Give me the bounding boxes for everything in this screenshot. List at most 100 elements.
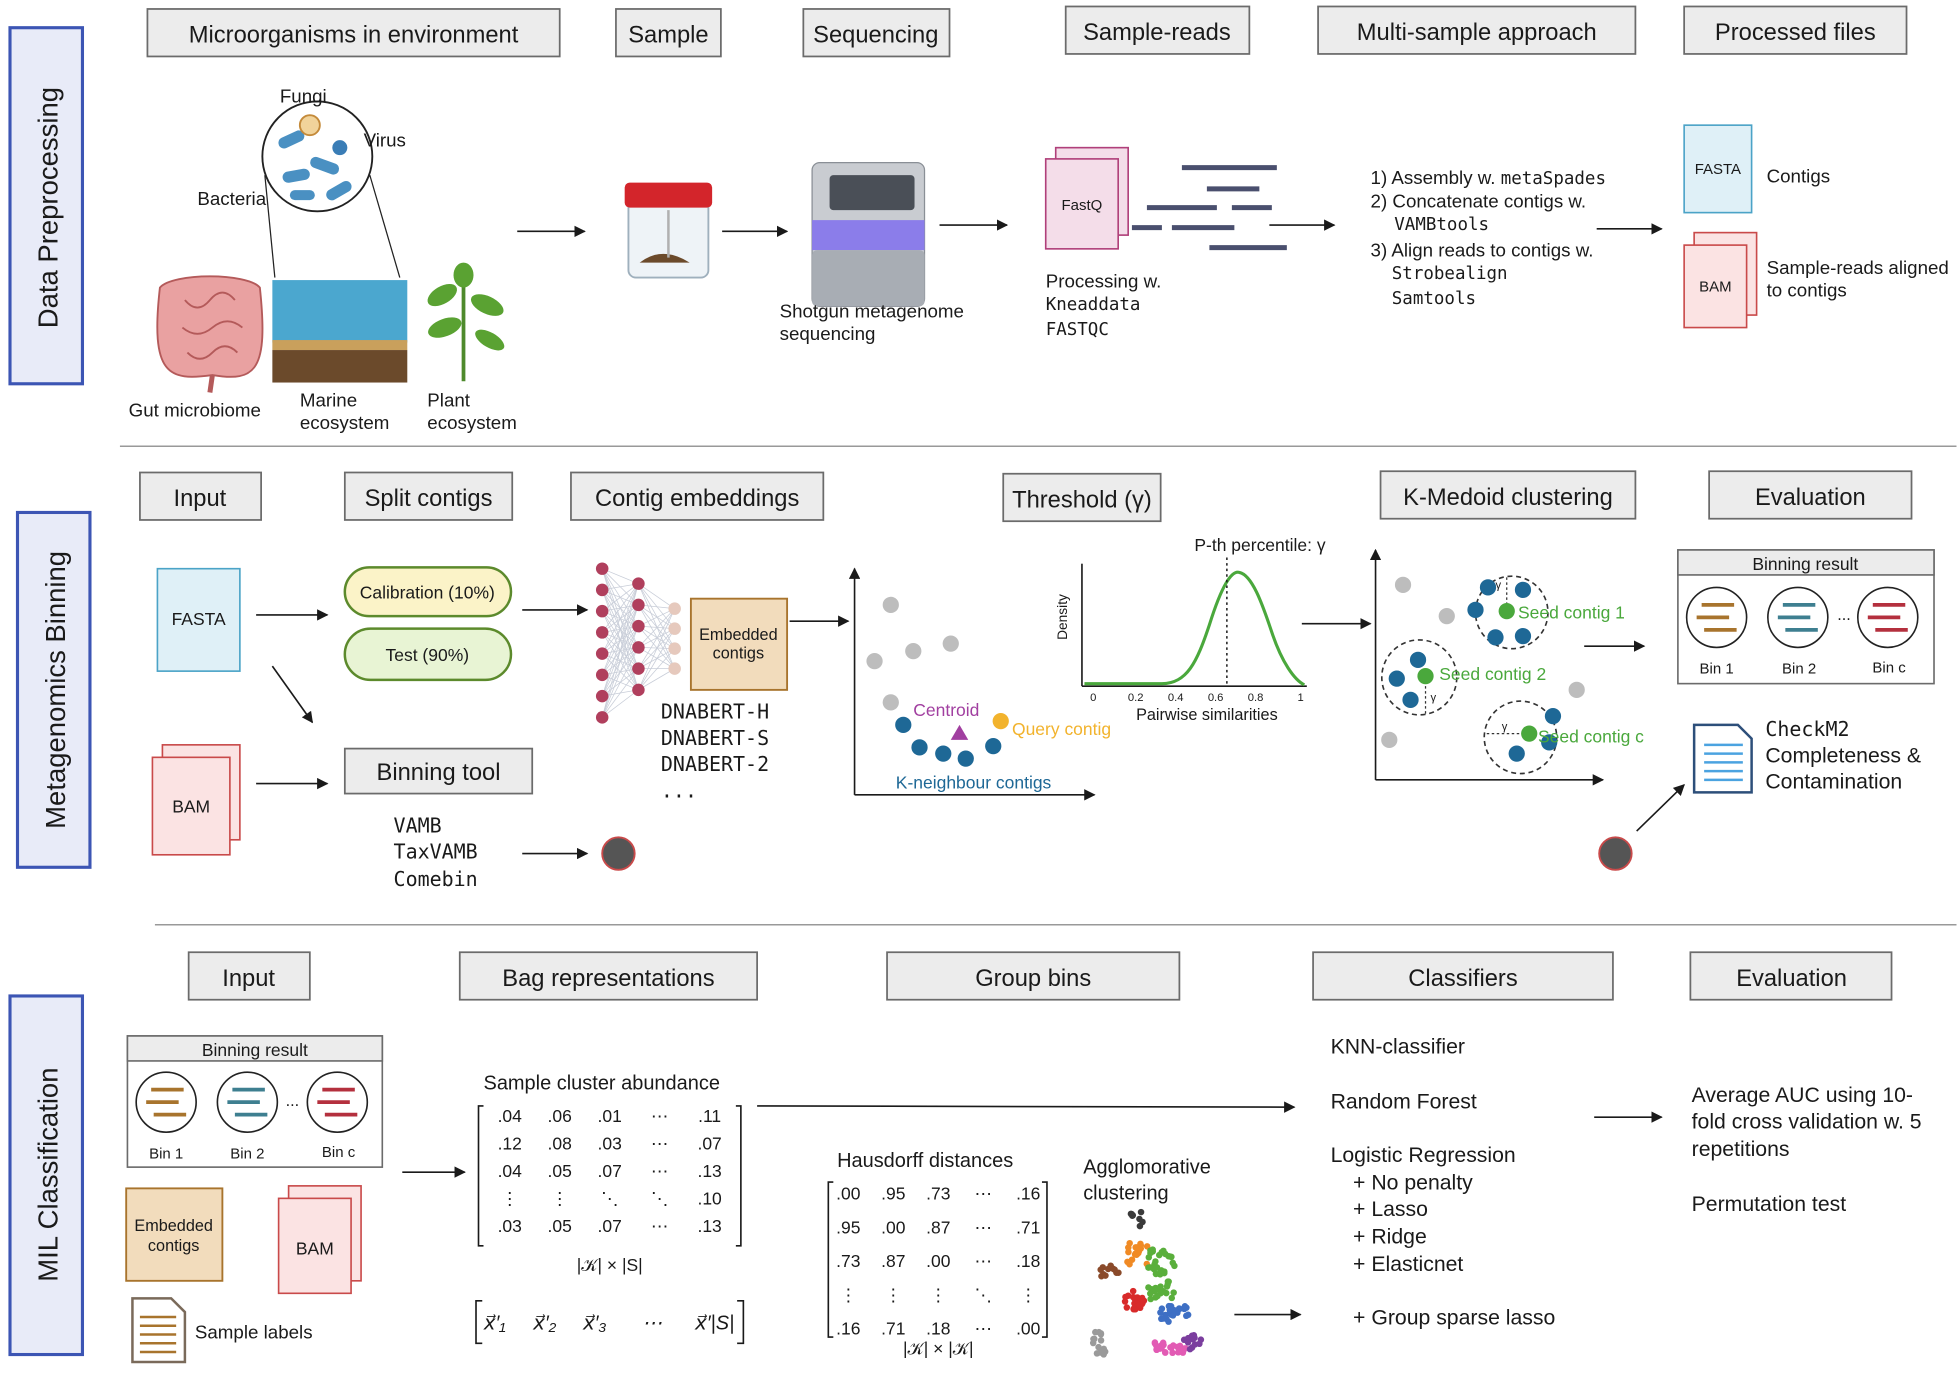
- density-tick-3: 0.6: [1208, 692, 1224, 704]
- section-label-binning: Metagenomics Binning: [15, 510, 92, 869]
- matrix-cell: ⋯: [975, 1319, 992, 1339]
- header-split-contigs: Split contigs: [343, 471, 514, 521]
- abundance-title: Sample cluster abundance: [484, 1073, 720, 1095]
- sample-labels-label: Sample labels: [195, 1321, 313, 1342]
- bag-vector-entry: ⋯: [642, 1313, 662, 1335]
- svg-text:Input: Input: [174, 486, 227, 512]
- matrix-cell: ⋯: [651, 1161, 668, 1181]
- cluster-point: [1154, 1292, 1161, 1300]
- cluster-point: [1147, 1249, 1154, 1257]
- network-node: [595, 668, 609, 682]
- virus-label: Virus: [364, 129, 406, 150]
- binning-tool-box: Binning tool: [343, 747, 534, 795]
- matrix-cell: .11: [698, 1106, 721, 1126]
- gamma-label: γ: [1495, 580, 1501, 592]
- test-group: Test (90%): [343, 627, 513, 682]
- connector-node: [601, 836, 636, 871]
- embedded-contigs-box: Embedded contigs: [125, 1187, 224, 1282]
- tool-taxvamb: TaxVAMB: [394, 840, 478, 864]
- matrix-cell: ⋮: [840, 1285, 857, 1305]
- percentile-label: P-th percentile: γ: [1194, 535, 1325, 555]
- matrix-cell: .07: [598, 1161, 622, 1181]
- embedding-scatter: [848, 567, 1096, 801]
- fasta-file-icon: [156, 567, 241, 672]
- cluster-point: [1191, 1341, 1199, 1348]
- sequencing-label-2: sequencing: [780, 323, 876, 344]
- network-edge: [638, 604, 675, 669]
- gut-icon: [156, 275, 264, 393]
- header-group-bins: Group bins: [886, 951, 1181, 1001]
- network-node: [632, 662, 645, 675]
- matrix-cell: .95: [881, 1184, 905, 1204]
- network-edge: [638, 625, 675, 669]
- svg-text:contigs: contigs: [148, 1237, 199, 1255]
- cluster-point: [1166, 1306, 1174, 1314]
- cluster-point: [1097, 1330, 1105, 1337]
- network-node: [668, 622, 681, 635]
- multi-step-2: 2) Concatenate contigs w.: [1371, 191, 1587, 212]
- network-node: [595, 583, 609, 597]
- tool-vamb: VAMB: [394, 813, 442, 837]
- network-edge: [638, 583, 675, 629]
- svg-text:contigs: contigs: [713, 645, 764, 663]
- cluster-point: [1161, 1349, 1169, 1356]
- bag-vector-entry: x⃗′₃: [582, 1313, 607, 1335]
- matrix-cell: ⋯: [651, 1134, 668, 1154]
- cluster-point: [1156, 1251, 1163, 1259]
- abundance-dimension: |𝒦| × |S|: [577, 1255, 643, 1275]
- matrix-cell: ⋯: [651, 1216, 668, 1236]
- bacteria-label: Bacteria: [197, 188, 266, 209]
- cluster-scatter: [1089, 1208, 1205, 1358]
- bam-label: BAM: [1699, 278, 1731, 295]
- network-edge: [638, 608, 675, 627]
- network-node: [595, 604, 609, 618]
- cluster-point: [1122, 1293, 1129, 1301]
- matrix-cell: .16: [836, 1319, 860, 1339]
- svg-text:Threshold (γ): Threshold (γ): [1012, 487, 1152, 513]
- microbe-magnifier-icon: [261, 100, 401, 278]
- binning-result-title: Binning result: [202, 1040, 308, 1060]
- classifier-logistic: Logistic Regression: [1331, 1144, 1516, 1167]
- cluster-point: [1113, 1269, 1120, 1276]
- cluster-point: [1092, 1328, 1099, 1336]
- matrix-cell: .18: [926, 1319, 950, 1339]
- cluster-point: [1137, 1245, 1145, 1252]
- marine-icon: [272, 280, 408, 383]
- network-edge: [638, 583, 675, 609]
- svg-text:Calibration (10%): Calibration (10%): [360, 583, 495, 603]
- matrix-cell: ⋱: [601, 1189, 618, 1209]
- network-edge: [638, 668, 675, 691]
- samtools-label: Samtools: [1392, 289, 1476, 309]
- svg-text:Group bins: Group bins: [975, 966, 1091, 992]
- network-edge: [638, 583, 675, 649]
- cluster-point: [1093, 1350, 1101, 1357]
- cluster-point: [1090, 1335, 1097, 1343]
- cluster-point: [1126, 1239, 1133, 1247]
- network-node: [632, 683, 645, 697]
- cluster-point: [1162, 1250, 1169, 1258]
- cluster-point: [1136, 1222, 1144, 1230]
- model-more: ...: [661, 778, 697, 802]
- network-node: [595, 647, 609, 660]
- bag-vector-entry: x⃗′|S|: [694, 1313, 734, 1335]
- fastq-file-icon: [1044, 146, 1129, 250]
- svg-text:Classifiers: Classifiers: [1408, 966, 1517, 992]
- query-contig-label: Query contig: [1012, 719, 1111, 739]
- network-edge: [638, 604, 675, 629]
- network-node: [595, 626, 609, 639]
- network-node: [595, 689, 609, 703]
- network-edge: [601, 647, 639, 718]
- matrix-cell: .10: [697, 1189, 722, 1209]
- cluster-point: [1123, 1304, 1131, 1311]
- svg-text:Evaluation: Evaluation: [1755, 485, 1866, 511]
- matrix-cell: ⋯: [975, 1217, 992, 1237]
- svg-text:Bag representations: Bag representations: [502, 966, 714, 992]
- aligned-label-2: to contigs: [1767, 279, 1847, 300]
- network-edge: [638, 625, 675, 649]
- bag-vector-entry: x⃗′₁: [483, 1313, 506, 1335]
- classifier-elasticnet: + Elasticnet: [1353, 1253, 1463, 1276]
- header-input: Input: [139, 471, 262, 521]
- density-tick-2: 0.4: [1168, 692, 1184, 704]
- cluster-point: [1164, 1278, 1172, 1285]
